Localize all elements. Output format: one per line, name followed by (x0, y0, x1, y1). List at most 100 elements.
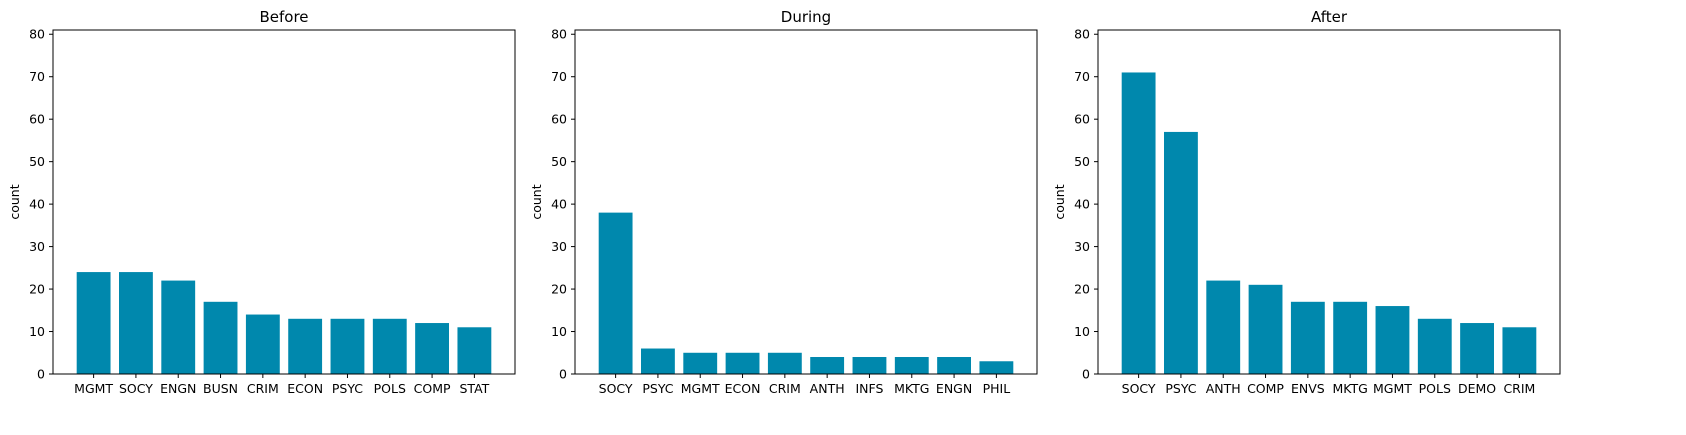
x-tick-label-mgmt: MGMT (1373, 381, 1412, 396)
y-tick-label: 20 (29, 282, 45, 297)
x-tick-label-socy: SOCY (599, 381, 633, 396)
bars (76, 272, 492, 374)
bar-mktg (894, 357, 929, 374)
y-tick-label: 20 (551, 282, 567, 297)
x-tick-label-engn: ENGN (160, 381, 196, 396)
plot-frame (52, 29, 516, 375)
y-axis-label: count (7, 184, 22, 219)
x-tick-label-econ: ECON (287, 381, 323, 396)
x-tick-label-socy: SOCY (119, 381, 153, 396)
x-tick-label-mktg: MKTG (1332, 381, 1367, 396)
panel-title: During (781, 8, 831, 26)
y-tick-label: 80 (551, 27, 567, 42)
bar-crim (767, 352, 802, 374)
x-tick-label-pols: POLS (374, 381, 406, 396)
y-tick-label: 30 (551, 239, 567, 254)
bar-comp (1248, 284, 1283, 374)
bar-econ (288, 318, 323, 374)
x-tick-label-infs: INFS (855, 381, 883, 396)
y-tick-label: 70 (1074, 69, 1090, 84)
bar-comp (415, 323, 449, 374)
y-axis-ticks: 0 10 20 30 40 50 60 70 80 (551, 27, 575, 382)
bars (598, 212, 1014, 374)
x-tick-label-comp: COMP (1247, 381, 1284, 396)
plot-frame (1097, 29, 1561, 375)
chart-panel-before: 0 10 20 30 40 50 60 70 80 MGMT SOCY ENGN BUSN CRIM EC… (7, 8, 516, 396)
y-tick-label: 40 (29, 197, 45, 212)
x-tick-label-envs: ENVS (1291, 381, 1325, 396)
y-axis-ticks: 0 10 20 30 40 50 60 70 80 (1074, 27, 1098, 382)
x-tick-label-crim: CRIM (1503, 381, 1535, 396)
bar-psyc (641, 348, 675, 374)
chart-panel-during: 0 10 20 30 40 50 60 70 80 SOCY PSYC MGMT ECON CRIM AN… (529, 8, 1038, 396)
chart-panel-after: 0 10 20 30 40 50 60 70 80 SOCY PSYC ANTH COMP ENVS MK… (1052, 8, 1561, 396)
bar-psyc (1164, 131, 1198, 374)
bar-pols (372, 318, 407, 374)
x-tick-label-comp: COMP (414, 381, 451, 396)
y-axis-ticks: 0 10 20 30 40 50 60 70 80 (29, 27, 53, 382)
x-tick-label-psyc: PSYC (332, 381, 363, 396)
y-axis-label: count (1052, 184, 1067, 219)
y-tick-label: 40 (1074, 197, 1090, 212)
x-tick-label-demo: DEMO (1458, 381, 1496, 396)
x-tick-label-mktg: MKTG (894, 381, 929, 396)
bar-mgmt (683, 352, 718, 374)
y-tick-label: 50 (551, 154, 567, 169)
x-tick-label-psyc: PSYC (1165, 381, 1196, 396)
y-tick-label: 70 (551, 69, 567, 84)
bar-psyc (330, 318, 365, 374)
y-tick-label: 20 (1074, 282, 1090, 297)
x-tick-label-anth: ANTH (1206, 381, 1241, 396)
x-tick-label-econ: ECON (725, 381, 761, 396)
y-tick-label: 30 (29, 239, 45, 254)
y-tick-label: 80 (29, 27, 45, 42)
bar-econ (725, 352, 760, 374)
bar-crim (245, 314, 280, 374)
bar-socy (1121, 72, 1156, 374)
bar-mgmt (76, 272, 111, 374)
bar-stat (457, 327, 492, 374)
y-tick-label: 60 (1074, 112, 1090, 127)
y-tick-label: 80 (1074, 27, 1090, 42)
bar-engn (937, 357, 971, 374)
x-axis-ticks: SOCY PSYC ANTH COMP ENVS MKTG MGMT POLS DEMO CRIM (1122, 374, 1535, 396)
bars (1121, 72, 1537, 374)
y-tick-label: 0 (37, 367, 45, 382)
panel-title: Before (259, 8, 308, 26)
bar-anth (810, 357, 845, 374)
bar-envs (1290, 301, 1325, 374)
y-tick-label: 50 (1074, 154, 1090, 169)
x-tick-label-engn: ENGN (936, 381, 972, 396)
bar-engn (161, 280, 196, 374)
y-tick-label: 60 (551, 112, 567, 127)
x-tick-label-psyc: PSYC (642, 381, 673, 396)
x-tick-label-pols: POLS (1419, 381, 1451, 396)
bar-demo (1460, 323, 1494, 374)
x-axis-ticks: SOCY PSYC MGMT ECON CRIM ANTH INFS MKTG ENGN PHIL (599, 374, 1010, 396)
bar-busn (203, 301, 238, 374)
y-tick-label: 30 (1074, 239, 1090, 254)
bar-mgmt (1375, 306, 1410, 374)
bar-phil (979, 361, 1014, 374)
x-tick-label-socy: SOCY (1122, 381, 1156, 396)
y-tick-label: 10 (1074, 324, 1090, 339)
y-axis-label: count (529, 184, 544, 219)
plot-frame (574, 29, 1038, 375)
y-tick-label: 60 (29, 112, 45, 127)
x-tick-label-stat: STAT (459, 381, 489, 396)
y-tick-label: 10 (551, 324, 567, 339)
bar-infs (852, 357, 887, 374)
panel-title: After (1311, 8, 1348, 26)
y-tick-label: 10 (29, 324, 45, 339)
y-tick-label: 0 (1082, 367, 1090, 382)
x-tick-label-mgmt: MGMT (74, 381, 113, 396)
x-tick-label-crim: CRIM (247, 381, 279, 396)
bar-socy (598, 212, 633, 374)
bar-socy (119, 272, 153, 374)
y-tick-label: 50 (29, 154, 45, 169)
y-tick-label: 0 (559, 367, 567, 382)
bar-mktg (1333, 301, 1368, 374)
x-tick-label-busn: BUSN (203, 381, 238, 396)
x-axis-ticks: MGMT SOCY ENGN BUSN CRIM ECON PSYC POLS COMP STAT (74, 374, 490, 396)
